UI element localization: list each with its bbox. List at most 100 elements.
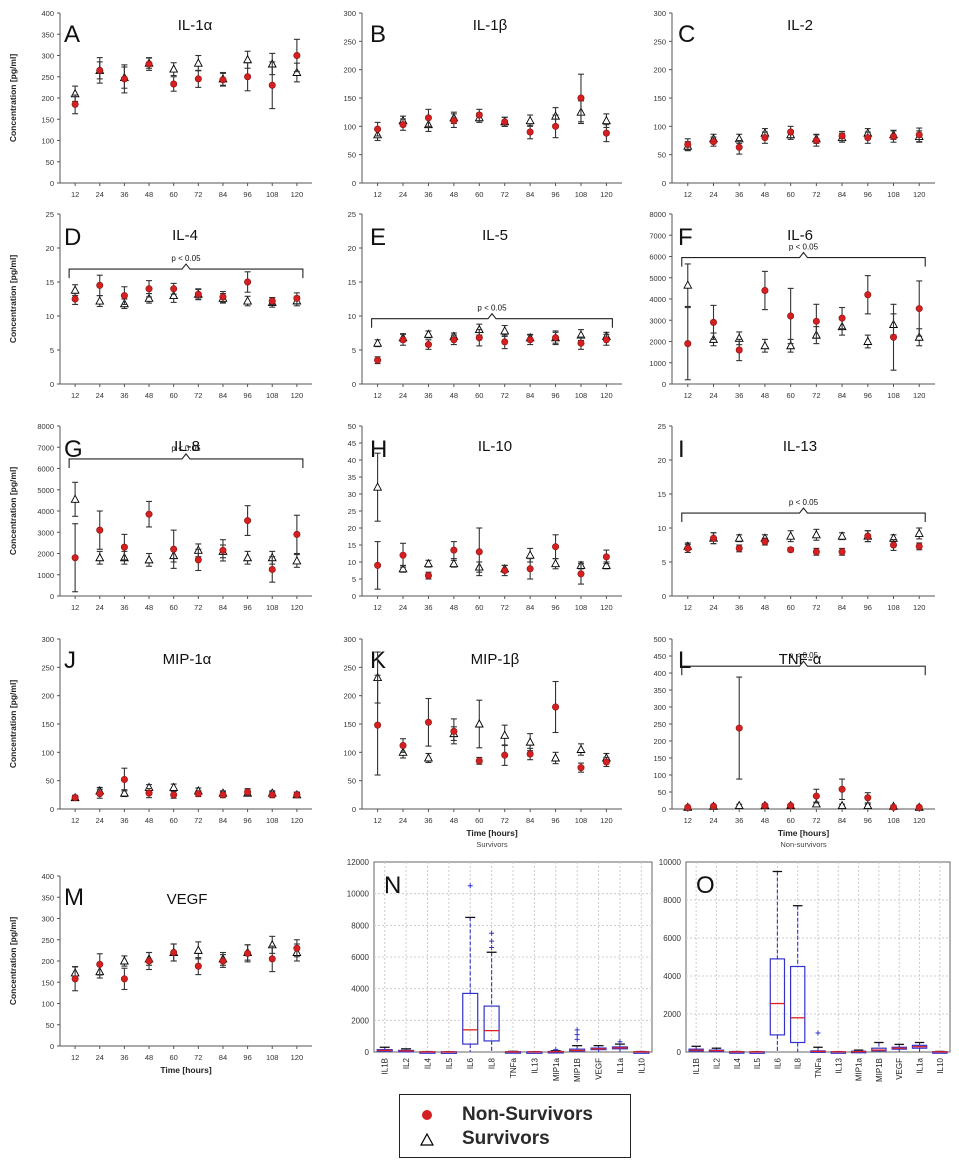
survivor-point — [525, 550, 535, 559]
plot-frame — [685, 861, 951, 1053]
x-tick-label: 108 — [575, 391, 588, 400]
category-label: TNFa — [509, 1057, 518, 1078]
survivor-point — [243, 552, 253, 562]
non-survivor-point — [71, 794, 79, 802]
p-value-label: p < 0.05 — [171, 254, 201, 263]
panel-b: 0 50 100 150 200 250 300 12 24 36 48 60 72 84 96 108 120… — [343, 9, 622, 199]
y-tick-label: 0 — [352, 805, 356, 814]
non-survivor-point — [577, 339, 585, 347]
non-survivor-point — [552, 543, 560, 551]
survivor-point — [550, 558, 561, 568]
y-tick-label: 0 — [662, 592, 666, 601]
non-survivor-point — [374, 125, 382, 133]
p-value-label: p < 0.05 — [789, 651, 819, 660]
panel-d: 0 5 10 15 20 25 12 24 36 48 60 72 84 96 108 120 Concentr… — [8, 210, 312, 400]
x-tick-label: 12 — [71, 190, 79, 199]
non-survivor-point — [424, 341, 432, 349]
survivor-point — [863, 336, 873, 345]
category-label: VEGF — [895, 1058, 904, 1080]
x-tick-label: 48 — [145, 190, 153, 199]
x-tick-label: 24 — [709, 816, 717, 825]
x-tick-label: 24 — [399, 190, 407, 199]
x-tick-label: 48 — [761, 190, 769, 199]
survivor-point — [811, 529, 821, 539]
panel-m: 0 50 100 150 200 250 300 350 400 12 24 36 48 60 72 84 96… — [8, 872, 312, 1075]
non-survivor-point — [219, 546, 227, 554]
x-tick-label: 12 — [373, 816, 381, 825]
survivor-point — [398, 563, 408, 573]
outlier — [815, 1030, 821, 1036]
y-tick-label: 0 — [365, 1048, 370, 1057]
y-tick-label: 0 — [50, 179, 54, 188]
x-tick-label: 24 — [709, 603, 717, 612]
y-tick-label: 150 — [41, 978, 54, 987]
non-survivor-point — [787, 546, 795, 554]
x-tick-label: 36 — [424, 816, 432, 825]
y-tick-label: 8000 — [663, 896, 681, 905]
y-tick-label: 250 — [41, 73, 54, 82]
x-tick-label: 96 — [864, 603, 872, 612]
non-survivor-point — [890, 541, 898, 549]
y-tick-label: 3000 — [649, 316, 666, 325]
p-value-label: p < 0.05 — [477, 304, 507, 313]
panel-letter: A — [64, 21, 80, 48]
significance-bracket — [681, 507, 926, 523]
y-tick-label: 100 — [41, 137, 54, 146]
x-tick-label: 108 — [887, 603, 900, 612]
x-tick-label: 108 — [266, 391, 279, 400]
survivor-point — [373, 338, 383, 347]
survivor-point — [169, 64, 179, 73]
y-tick-label: 3000 — [37, 528, 54, 537]
panel-f: 0 1000 2000 3000 4000 5000 6000 7000 8000 12 24 36 4… — [649, 210, 935, 400]
survivor-point — [70, 494, 80, 503]
x-tick-label: 84 — [219, 190, 227, 199]
non-survivor-point — [170, 545, 178, 553]
survivor-point — [169, 290, 179, 300]
non-survivor-point — [424, 572, 432, 580]
significance-bracket — [681, 251, 926, 267]
panel-letter: J — [64, 647, 76, 674]
y-tick-label: 25 — [46, 210, 54, 219]
survivor-point — [243, 54, 253, 64]
non-survivor-point — [374, 721, 382, 729]
box — [483, 1005, 500, 1042]
category-label: IL2 — [712, 1057, 721, 1069]
x-tick-label: 72 — [812, 190, 820, 199]
y-tick-label: 10 — [348, 312, 356, 321]
non-survivor-point — [735, 143, 743, 151]
survivor-point — [837, 800, 847, 810]
non-survivor-point — [71, 554, 79, 562]
plot-frame — [373, 861, 653, 1053]
x-tick-label: 72 — [194, 1053, 202, 1062]
survivor-point — [292, 555, 302, 565]
panel-title: IL-1β — [473, 17, 508, 34]
y-tick-label: 250 — [343, 37, 356, 46]
panel-i: 0 5 10 15 20 25 12 24 36 48 60 72 84 96 108 120 IL-13 Ip … — [658, 422, 935, 612]
non-survivor-point — [71, 295, 79, 303]
x-tick-label: 60 — [170, 190, 178, 199]
category-label: IL10 — [637, 1057, 646, 1073]
category-label: IL6 — [466, 1057, 475, 1069]
x-tick-label: 36 — [120, 391, 128, 400]
outlier — [489, 938, 495, 944]
non-survivor-point — [71, 100, 79, 108]
x-tick-label: 12 — [373, 190, 381, 199]
non-survivor-point — [684, 340, 692, 348]
panel-o: 0 2000 4000 6000 8000 10000 IL1B IL2 IL4 IL5 IL6 IL… — [659, 858, 951, 1082]
x-tick-label: 120 — [913, 391, 926, 400]
p-value-label: p < 0.05 — [171, 444, 201, 453]
non-survivor-point — [684, 544, 692, 552]
y-tick-label: 0 — [662, 380, 666, 389]
y-tick-label: 400 — [41, 9, 54, 18]
non-survivor-point — [219, 76, 227, 84]
non-survivor-point — [890, 803, 898, 811]
non-survivor-point — [787, 802, 795, 810]
non-survivor-point — [399, 336, 407, 344]
survivor-point — [243, 296, 253, 305]
x-tick-label: 36 — [735, 816, 743, 825]
x-tick-label: 108 — [266, 603, 279, 612]
survivor-point — [576, 744, 586, 753]
y-tick-label: 15 — [658, 490, 666, 499]
survivor-point — [95, 296, 105, 305]
